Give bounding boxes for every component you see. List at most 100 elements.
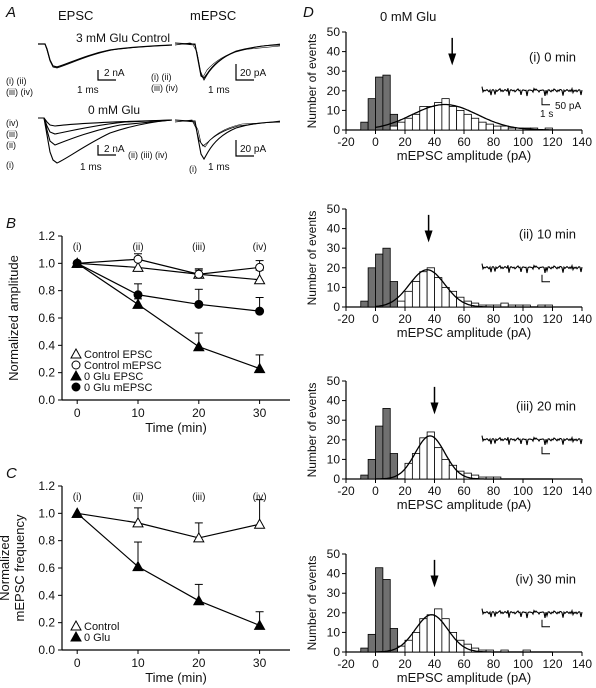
y-tick-label: 1.0 bbox=[38, 506, 55, 520]
y-tick-label: 0.8 bbox=[38, 284, 55, 298]
noise-bar bbox=[360, 647, 369, 653]
data-point bbox=[253, 518, 266, 529]
data-point bbox=[192, 594, 205, 606]
scale-label-1ms: 1 ms bbox=[208, 85, 230, 96]
sample-trace bbox=[481, 263, 583, 274]
scale-bar-epsc-bottom bbox=[97, 145, 116, 156]
x-tick-label: 80 bbox=[487, 135, 501, 149]
event-bar bbox=[434, 447, 443, 480]
mean-arrow-head bbox=[424, 230, 433, 243]
y-tick-label: 0.6 bbox=[38, 561, 55, 575]
y-tick-label: 40 bbox=[327, 45, 341, 59]
legend-marker bbox=[70, 347, 82, 359]
y-tick-label: 1.0 bbox=[38, 256, 55, 270]
zero-glu-mepsc-trace bbox=[174, 119, 281, 147]
chart-b: B 0.0 0.2 0.4 0.6 0.8 1.0 1.2 0 10 20 30 Time (min) N… bbox=[6, 215, 290, 435]
time-label: (iv) 30 min bbox=[515, 571, 576, 586]
scale-bar-epsc-top bbox=[97, 70, 116, 81]
control-epsc-trace bbox=[38, 43, 173, 69]
panel-a-letter: A bbox=[5, 4, 16, 21]
data-point bbox=[72, 258, 82, 268]
control-epsc-traces bbox=[38, 43, 173, 69]
timepoint-label: (i) bbox=[73, 492, 82, 503]
zero-glu-mepsc-label: (i) bbox=[189, 164, 197, 174]
legend-entry: 0 Glu mEPSC bbox=[84, 382, 153, 394]
y-tick-label: 20 bbox=[327, 433, 341, 447]
mean-arrow-head bbox=[448, 53, 457, 66]
x-tick-label: 100 bbox=[513, 135, 533, 149]
y-axis-label: Number of events bbox=[305, 211, 319, 306]
x-tick-label: 0 bbox=[372, 135, 379, 149]
gaussian-fit bbox=[375, 103, 553, 131]
y-tick-label: 30 bbox=[327, 64, 341, 78]
event-bar bbox=[441, 286, 450, 308]
event-bar bbox=[397, 121, 406, 131]
x-tick-label: 100 bbox=[513, 657, 533, 671]
timepoint-label: (iii) bbox=[192, 492, 205, 503]
mepsc-column-title: mEPSC bbox=[190, 8, 236, 23]
y-tick-label: 40 bbox=[327, 222, 341, 236]
noise-bar bbox=[375, 253, 384, 308]
x-tick-label: 100 bbox=[513, 312, 533, 326]
legend-marker bbox=[70, 619, 82, 631]
zero-glu-epsc-label: (iii) bbox=[6, 129, 18, 139]
x-tick-label: 10 bbox=[131, 406, 145, 420]
zero-glu-mepsc-trace bbox=[179, 120, 281, 148]
event-bar bbox=[463, 113, 472, 131]
scale-label-20pa: 20 pA bbox=[240, 68, 266, 79]
data-point bbox=[253, 273, 266, 285]
y-tick-label: 30 bbox=[327, 241, 341, 255]
time-label: (iii) 20 min bbox=[516, 398, 576, 413]
data-point bbox=[133, 254, 143, 264]
y-axis-label: Number of events bbox=[305, 34, 319, 129]
y-tick-label: 30 bbox=[327, 413, 341, 427]
x-axis-label: mEPSC amplitude (pA) bbox=[397, 325, 531, 340]
trace-scale-bar bbox=[541, 97, 550, 106]
y-tick-label: 0 bbox=[333, 123, 340, 137]
control-epsc-label: (i) (ii) bbox=[6, 76, 27, 86]
trace-scale-label-s: 1 s bbox=[540, 109, 553, 120]
noise-bar bbox=[382, 247, 391, 308]
event-bar bbox=[434, 277, 443, 308]
y-tick-label: 40 bbox=[327, 567, 341, 581]
mean-arrow-head bbox=[430, 402, 439, 415]
zero-glu-epsc-label: (iv) bbox=[6, 118, 19, 128]
series-line bbox=[76, 512, 260, 626]
x-tick-label: 0 bbox=[372, 657, 379, 671]
x-tick-label: 60 bbox=[457, 312, 471, 326]
y-tick-label: 0.0 bbox=[38, 643, 55, 657]
event-bar bbox=[389, 125, 399, 131]
x-tick-label: -20 bbox=[337, 657, 355, 671]
scale-label-20pa: 20 pA bbox=[240, 144, 266, 155]
data-point bbox=[255, 306, 265, 316]
trace-scale-bar bbox=[541, 619, 550, 628]
control-mepsc-label: (iii) (iv) bbox=[151, 83, 178, 93]
sample-trace bbox=[481, 86, 583, 97]
x-tick-label: 120 bbox=[542, 484, 562, 498]
y-axis-label: Normalized bbox=[0, 535, 12, 601]
y-tick-label: 10 bbox=[327, 625, 341, 639]
noise-bar bbox=[382, 579, 391, 653]
event-bar bbox=[411, 281, 421, 308]
scale-label-1ms: 1 ms bbox=[77, 85, 99, 96]
y-tick-label: 50 bbox=[327, 25, 341, 39]
noise-bar bbox=[375, 76, 384, 131]
scale-label-2na: 2 nA bbox=[104, 68, 125, 79]
noise-bar bbox=[367, 267, 376, 308]
panel-letter: B bbox=[6, 215, 16, 232]
event-bar bbox=[448, 106, 458, 131]
y-tick-label: 20 bbox=[327, 84, 341, 98]
x-tick-label: 80 bbox=[487, 484, 501, 498]
legend-marker bbox=[71, 360, 81, 370]
zero-glu-mepsc-label: (ii) (iii) (iv) bbox=[128, 150, 167, 160]
event-bar bbox=[426, 106, 435, 131]
event-bar bbox=[470, 117, 480, 131]
scale-bar-mepsc-top bbox=[235, 64, 254, 81]
legend-entry: Control bbox=[84, 621, 119, 633]
legend-entry: 0 Glu EPSC bbox=[84, 371, 143, 383]
event-bar bbox=[441, 98, 450, 131]
x-tick-label: 30 bbox=[253, 406, 267, 420]
epsc-column-title: EPSC bbox=[58, 8, 93, 23]
